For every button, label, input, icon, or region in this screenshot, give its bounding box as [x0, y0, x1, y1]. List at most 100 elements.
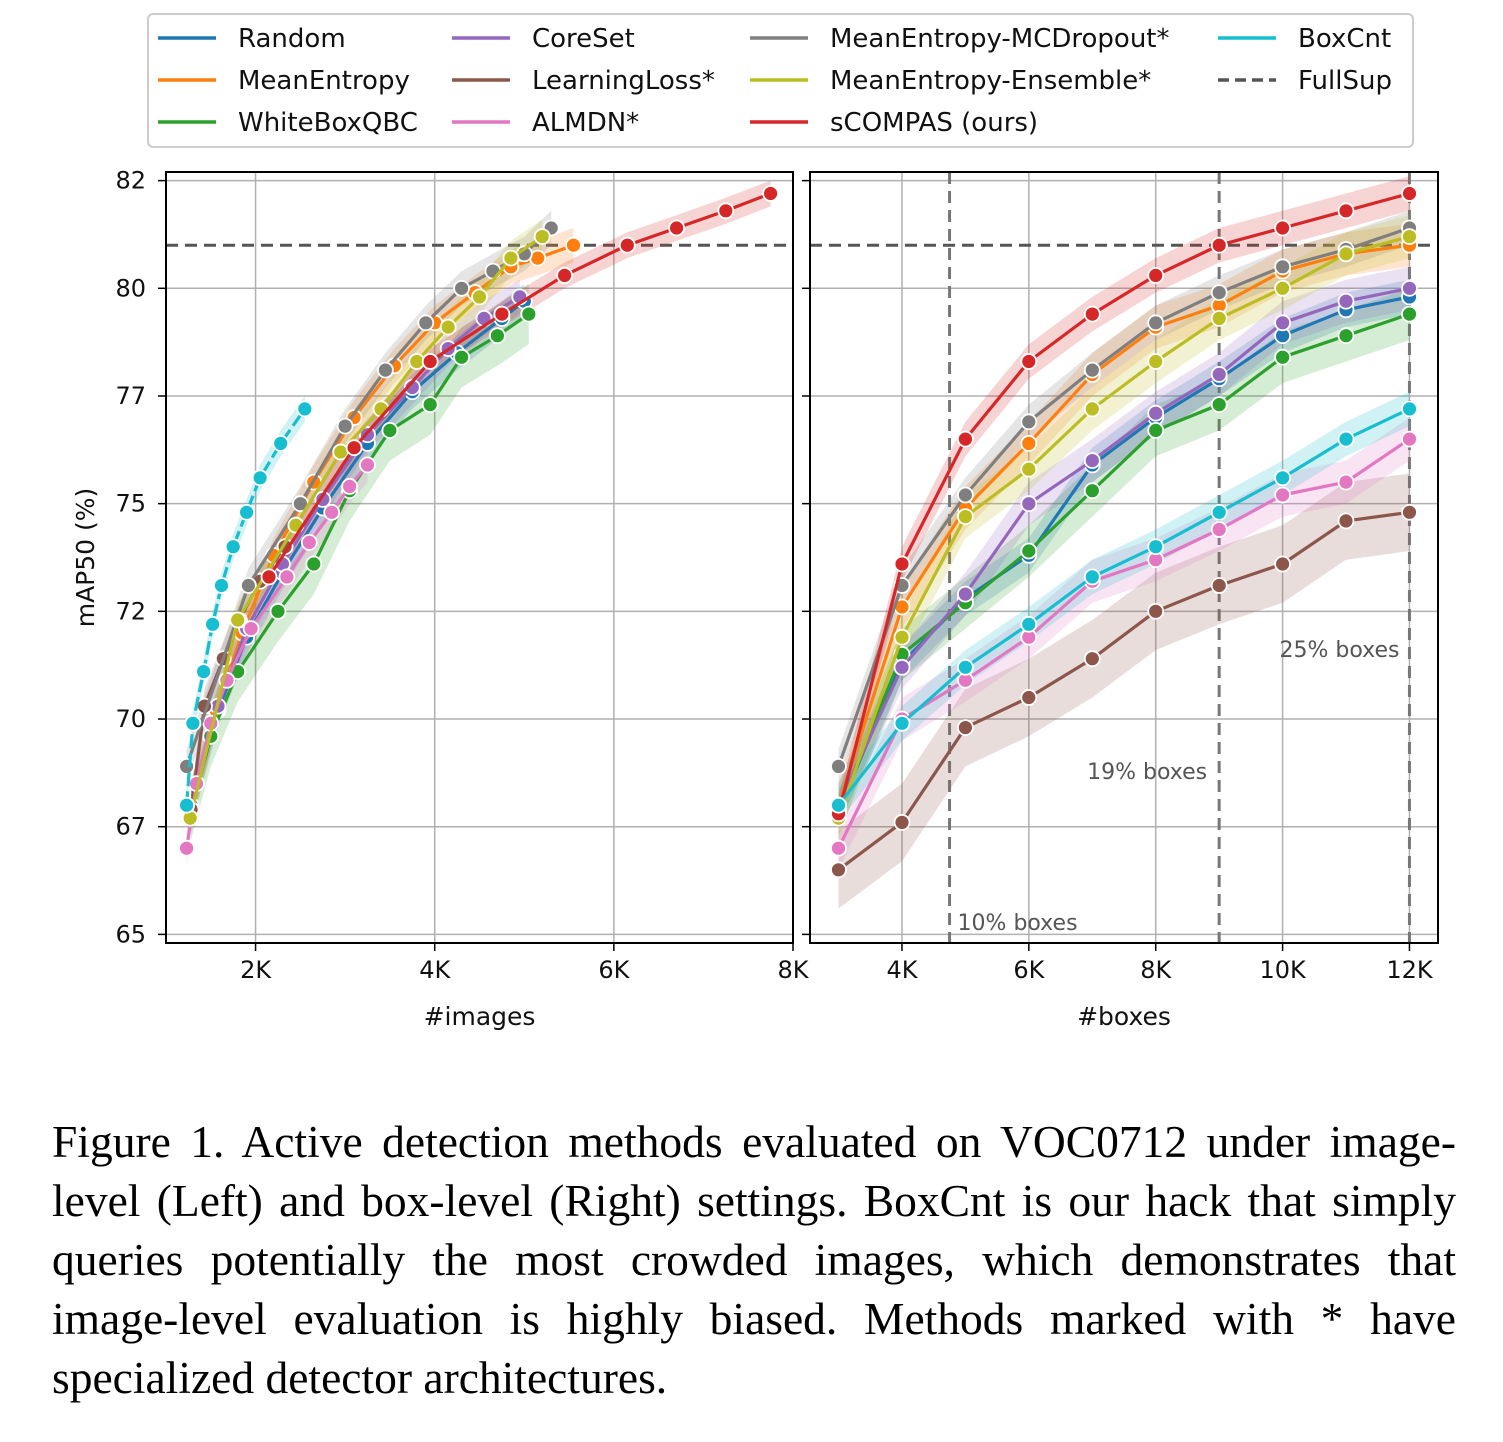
point-meanentropy-mcdropout	[830, 758, 847, 775]
point-whiteboxqbc	[1147, 421, 1165, 439]
point-meanentropy	[1020, 434, 1038, 452]
point-meanentropy-mcdropout	[336, 417, 354, 435]
legend-label-random: Random	[238, 24, 346, 54]
x-tick-label: 10K	[1259, 956, 1307, 984]
point-scompas-ours	[893, 555, 911, 573]
point-almdn	[178, 839, 196, 857]
legend-label-meanentropy: MeanEntropy	[238, 66, 410, 96]
point-scompas-ours	[1337, 202, 1355, 220]
point-boxcnt	[893, 714, 911, 732]
legend-label-learningloss: LearningLoss*	[532, 66, 715, 96]
point-boxcnt	[296, 400, 314, 418]
legend-label-coreset: CoreSet	[532, 24, 635, 54]
point-almdn	[242, 620, 260, 637]
point-boxcnt	[1020, 615, 1038, 633]
point-almdn	[359, 456, 376, 474]
point-boxcnt	[184, 714, 202, 732]
point-meanentropy-mcdropout	[1083, 361, 1101, 379]
series-line-boxcnt	[837, 407, 1411, 807]
point-meanentropy-ensemble	[1401, 228, 1418, 246]
y-tick-label: 70	[115, 705, 146, 733]
point-almdn	[278, 568, 296, 586]
point-whiteboxqbc	[1083, 482, 1101, 500]
y-tick-label: 77	[115, 382, 146, 410]
point-learningloss	[893, 814, 911, 831]
point-scompas-ours	[1210, 236, 1228, 254]
point-meanentropy-ensemble	[1020, 460, 1038, 478]
plot-frame	[809, 171, 1439, 944]
legend-label-boxcnt: BoxCnt	[1298, 24, 1391, 54]
y-tick-label: 80	[115, 274, 146, 302]
legend-label-scompas-ours: sCOMPAS (ours)	[830, 108, 1038, 138]
x-axis-label: #images	[424, 1002, 536, 1031]
point-scompas-ours	[1274, 219, 1291, 237]
point-learningloss	[1147, 602, 1165, 620]
point-almdn	[300, 534, 318, 551]
point-boxcnt	[251, 469, 269, 487]
point-boxcnt	[830, 796, 847, 814]
point-whiteboxqbc	[421, 396, 439, 414]
point-scompas-ours	[1020, 353, 1038, 370]
point-meanentropy-mcdropout	[178, 758, 196, 775]
point-whiteboxqbc	[1337, 327, 1355, 345]
figure: Random MeanEntropy WhiteBoxQBC CoreSet Learn…	[71, 13, 1439, 1031]
point-scompas-ours	[1147, 266, 1165, 284]
point-whiteboxqbc	[1401, 305, 1418, 323]
series-line-almdn	[185, 463, 369, 849]
point-almdn	[1401, 430, 1418, 448]
point-learningloss	[1274, 555, 1291, 573]
point-boxcnt	[204, 615, 222, 633]
point-learningloss	[1083, 650, 1101, 668]
series-line-meanentropy	[836, 243, 1410, 806]
point-whiteboxqbc	[520, 305, 538, 323]
legend-label-whiteboxqbc: WhiteBoxQBC	[238, 108, 418, 138]
point-meanentropy-mcdropout	[417, 314, 435, 332]
figure-caption: Figure 1. Active detection methods evalu…	[52, 1116, 1456, 1403]
point-whiteboxqbc	[381, 421, 399, 439]
band-scompas-ours	[269, 180, 771, 590]
point-meanentropy-mcdropout	[376, 361, 394, 379]
point-almdn	[1210, 521, 1228, 538]
left-panel-image-level: 2K 4K 6K 8K 65 67 70 72 75 77 80 82 #images mAP50 (%)	[71, 167, 810, 1031]
point-boxcnt	[224, 538, 242, 556]
band-meanentropy-mcdropout	[838, 210, 1410, 784]
x-tick-label: 6K	[598, 956, 630, 984]
plot-frame	[165, 171, 794, 944]
band-whiteboxqbc	[838, 288, 1410, 836]
plot-area	[810, 172, 1438, 943]
point-meanentropy-ensemble	[1274, 279, 1291, 297]
series-line-scompas-ours	[836, 191, 1410, 815]
point-coreset	[1274, 314, 1291, 332]
point-coreset	[1020, 495, 1038, 513]
x-tick-label: 12K	[1386, 956, 1434, 984]
point-scompas-ours	[717, 202, 735, 220]
x-tick-label: 8K	[1140, 956, 1172, 984]
point-almdn	[341, 477, 359, 495]
series-line-coreset	[837, 286, 1410, 806]
band-boxcnt	[838, 391, 1410, 823]
point-meanentropy-ensemble	[471, 288, 488, 306]
right-panel-box-level: 4K 6K 8K 10K 12K #boxes 10% boxes 19% boxes 25% …	[802, 171, 1439, 1031]
y-tick-label: 82	[115, 167, 146, 195]
point-boxcnt	[178, 796, 196, 814]
x-axis-label: #boxes	[1077, 1002, 1171, 1031]
point-boxcnt	[272, 434, 290, 452]
point-learningloss	[830, 861, 847, 879]
point-meanentropy-mcdropout	[1274, 258, 1291, 276]
point-meanentropy-mcdropout	[453, 279, 471, 297]
point-meanentropy-mcdropout	[1210, 284, 1228, 302]
point-scompas-ours	[493, 305, 511, 323]
x-tick-label: 2K	[240, 956, 272, 984]
point-meanentropy-ensemble	[957, 508, 974, 525]
point-meanentropy-mcdropout	[957, 486, 974, 504]
point-almdn	[1274, 486, 1291, 504]
point-boxcnt	[213, 577, 230, 594]
point-boxcnt	[238, 503, 256, 521]
point-coreset	[893, 658, 911, 676]
point-coreset	[957, 585, 974, 603]
point-whiteboxqbc	[305, 555, 323, 573]
series-line-almdn	[837, 437, 1411, 849]
legend-label-fullsup: FullSup	[1298, 66, 1392, 96]
point-coreset	[1147, 404, 1165, 422]
point-meanentropy-ensemble	[1337, 245, 1355, 263]
